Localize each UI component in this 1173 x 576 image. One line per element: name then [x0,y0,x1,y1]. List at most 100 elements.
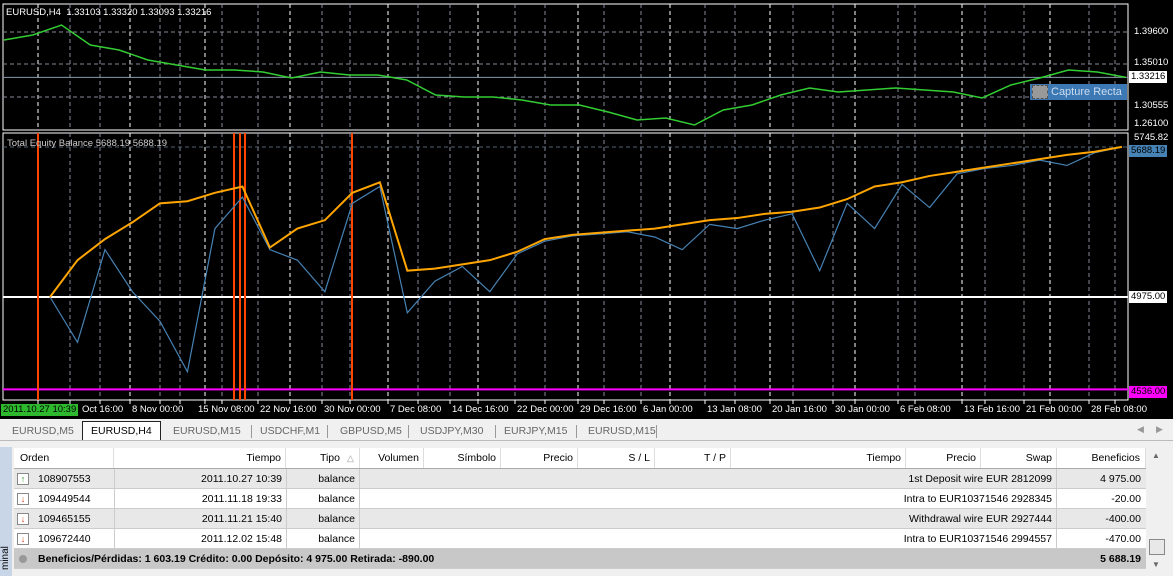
tab-usdjpy-m30[interactable]: USDJPY,M30 [420,425,484,437]
time-tick-label: 7 Dec 08:00 [390,404,442,415]
col-tiempo-cierre[interactable]: Tiempo [731,448,906,468]
col-tiempo[interactable]: Tiempo [114,448,286,468]
tiempo-cell: 2011.12.02 15:48 [114,529,286,548]
chart-canvas[interactable] [0,0,1173,419]
tab-eurusd-m15[interactable]: EURUSD,M15 [173,425,241,437]
comment-cell: Intra to EUR10371546 2994557 [731,529,1057,548]
scroll-thumb[interactable] [1149,539,1165,555]
comment-cell: Withdrawal wire EUR 2927444 [731,509,1057,528]
time-tick-label: 6 Feb 08:00 [900,404,951,415]
price-tick: 1.26100 [1134,118,1169,129]
time-tick-label: 29 Dec 16:00 [580,404,637,415]
table-row[interactable]: ↓ 109449544 2011.11.18 19:33 balance Int… [14,489,1146,509]
beneficios-cell: 4 975.00 [1100,473,1141,485]
time-tick-label: 22 Nov 16:00 [260,404,317,415]
orden-cell: 109449544 [38,493,91,505]
arrow-down-icon: ↓ [17,493,29,505]
vertical-scrollbar[interactable]: ▲ ▼ [1148,448,1166,576]
equity-line [49,146,1123,374]
column-divider [359,448,360,468]
indicator-label: Total Equity Balance 5688.19 5688.19 [7,138,168,149]
time-tick-label: 8 Nov 00:00 [132,404,184,415]
symbol-label: EURUSD,H4 [6,7,61,18]
col-tp[interactable]: T / P [655,448,731,468]
tab-eurusd-h4[interactable]: EURUSD,H4 [82,421,161,440]
capture-tooltip[interactable]: Capture Recta [1030,84,1127,100]
col-precio[interactable]: Precio [501,448,578,468]
summary-row: Beneficios/Pérdidas: 1 603.19 Crédito: 0… [14,549,1146,569]
chart-window[interactable]: EURUSD,H4 1.33103 1.33320 1.33093 1.3321… [0,0,1173,419]
col-orden[interactable]: Orden [14,448,114,468]
capture-rectangle-icon [1032,85,1048,99]
scroll-down-icon[interactable]: ▼ [1152,560,1160,569]
col-sl[interactable]: S / L [578,448,655,468]
min-level-label: 4536.00 [1129,386,1168,398]
price-tick: 1.39600 [1134,26,1169,37]
time-tick-label: 14 Dec 16:00 [452,404,509,415]
start-date-label: 2011.10.27 10:39 [1,404,79,416]
sort-asc-icon: △ [347,453,354,463]
table-row[interactable]: ↓ 109672440 2011.12.02 15:48 balance Int… [14,529,1146,549]
total-balance: 5 688.19 [1100,553,1141,565]
col-beneficios[interactable]: Beneficios [1057,448,1146,468]
col-tipo[interactable]: Tipo [319,452,340,464]
tab-scroll-right-icon[interactable]: ▶ [1156,424,1163,434]
arrow-down-icon: ↓ [17,513,29,525]
indicator-tick: 5745.82 [1134,132,1169,143]
terminal-panel: × minal Orden Tiempo Tipo △ Volumen Símb… [0,441,1173,576]
ohlc-values: 1.33103 1.33320 1.33093 1.33216 [66,7,212,18]
price-tick: 1.30555 [1134,100,1169,111]
time-tick-label: 13 Jan 08:00 [707,404,762,415]
tab-divider [576,425,577,438]
current-price-label: 1.33216 [1129,71,1168,83]
table-row[interactable]: ↑ 108907553 2011.10.27 10:39 balance 1st… [14,469,1146,489]
tiempo-cell: 2011.11.18 19:33 [114,489,286,508]
tipo-cell: balance [286,529,360,548]
beneficios-cell: -400.00 [1105,513,1141,525]
table-row[interactable]: ↓ 109465155 2011.11.21 15:40 balance Wit… [14,509,1146,529]
tab-scroll-left-icon[interactable]: ◀ [1137,424,1144,434]
price-pane-frame [2,3,1129,131]
table-header: Orden Tiempo Tipo △ Volumen Símbolo Prec… [14,448,1146,469]
summary-text: Beneficios/Pérdidas: 1 603.19 Crédito: 0… [38,553,435,565]
orden-cell: 108907553 [38,473,91,485]
col-precio-cierre[interactable]: Precio [906,448,981,468]
col-simbolo[interactable]: Símbolo [424,448,501,468]
tab-gbpusd-m5[interactable]: GBPUSD,M5 [340,425,402,437]
time-tick-label: 30 Nov 00:00 [324,404,381,415]
tab-usdchf-m1[interactable]: USDCHF,M1 [260,425,321,437]
scroll-up-icon[interactable]: ▲ [1152,451,1160,460]
time-tick-label: 28 Feb 08:00 [1091,404,1147,415]
terminal-sidebar: minal [0,447,12,576]
comment-cell: Intra to EUR10371546 2928345 [731,489,1057,508]
tab-eurusd-m5[interactable]: EURUSD,M5 [12,425,74,437]
status-dot-icon [19,555,27,563]
tipo-cell: balance [286,489,360,508]
tab-divider [656,425,657,438]
time-tick-label: 22 Dec 00:00 [517,404,574,415]
balance-line [49,145,1123,298]
chart-tabs: EURUSD,M5 EURUSD,H4 EURUSD,M15 USDCHF,M1… [0,420,1173,441]
price-line [3,24,1127,126]
time-tick-label: 20 Jan 16:00 [772,404,827,415]
tab-divider [327,425,328,438]
tab-eurjpy-m15[interactable]: EURJPY,M15 [504,425,568,437]
tipo-cell: balance [286,469,360,488]
beneficios-cell: -20.00 [1111,493,1141,505]
orden-cell: 109465155 [38,513,91,525]
orden-cell: 109672440 [38,533,91,545]
capture-tooltip-text: Capture Recta [1051,86,1122,98]
time-tick-label: 30 Jan 00:00 [835,404,890,415]
time-tick-label: 15 Nov 08:00 [198,404,255,415]
col-swap[interactable]: Swap [981,448,1057,468]
tipo-cell: balance [286,509,360,528]
col-volumen[interactable]: Volumen [360,448,424,468]
tiempo-cell: 2011.11.21 15:40 [114,509,286,528]
tiempo-cell: 2011.10.27 10:39 [114,469,286,488]
price-pane-header: EURUSD,H4 1.33103 1.33320 1.33093 1.3321… [6,7,211,19]
comment-cell: 1st Deposit wire EUR 2812099 [731,469,1057,488]
tab-eurusd-m15-2[interactable]: EURUSD,M15 [588,425,656,437]
tab-divider [251,425,252,438]
indicator-pane-frame [2,132,1129,401]
arrow-up-icon: ↑ [17,473,29,485]
